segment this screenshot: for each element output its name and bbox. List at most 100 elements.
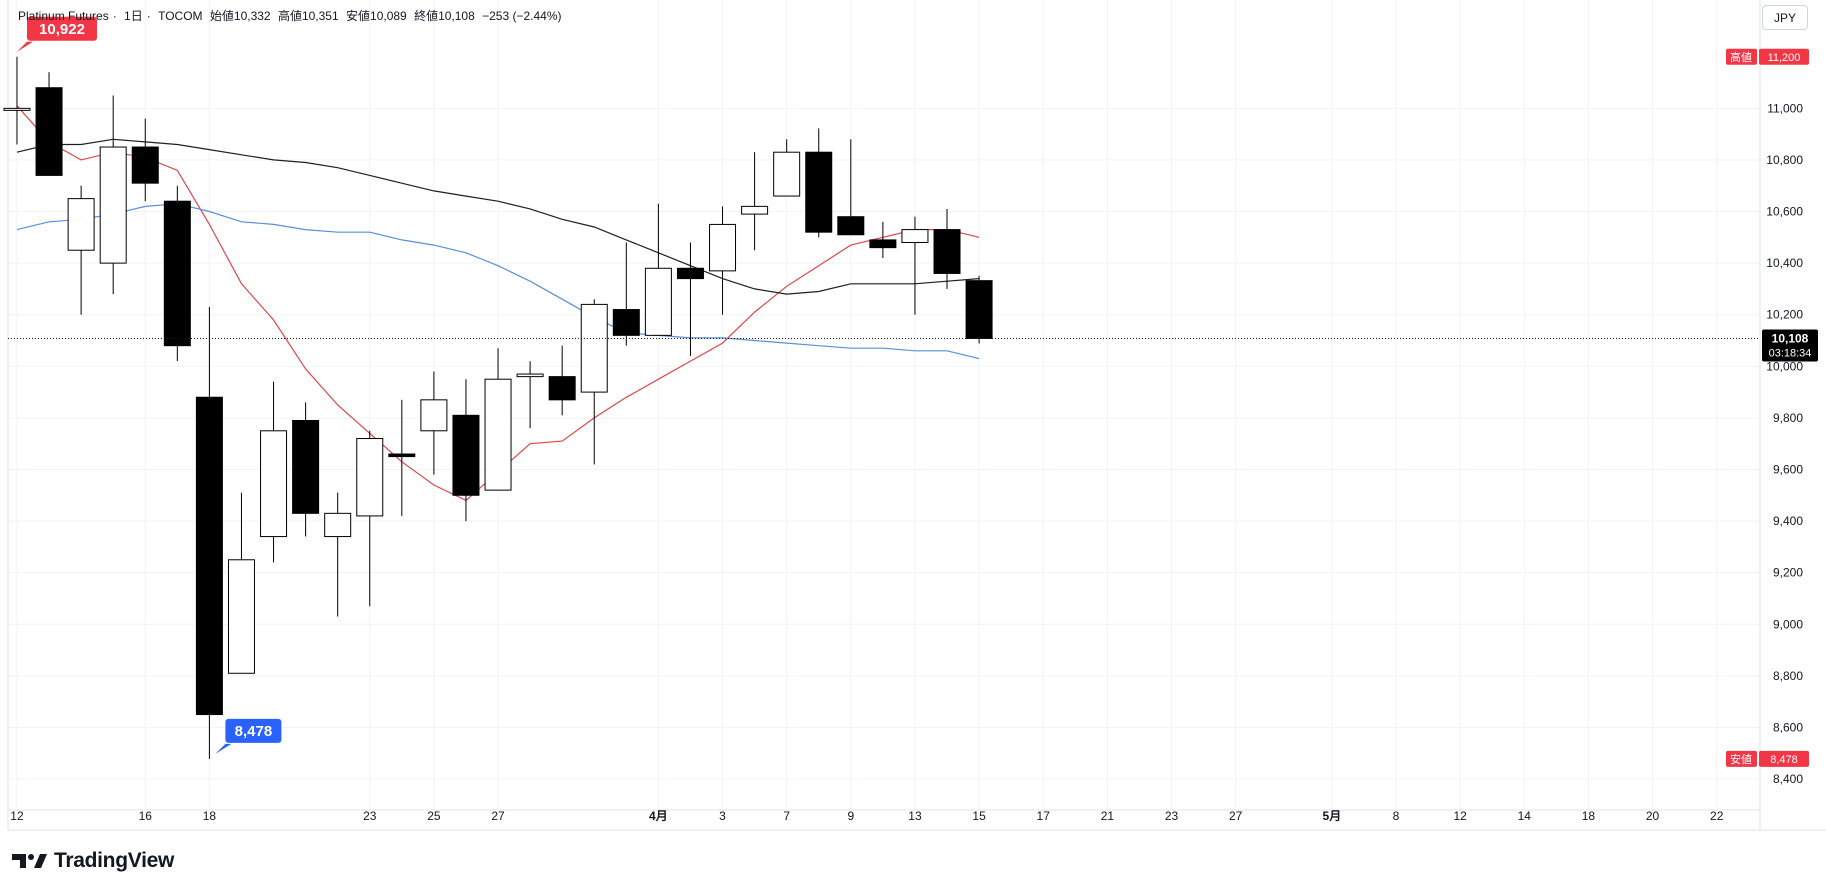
tradingview-logo[interactable]: TradingView: [12, 849, 174, 873]
candle-body: [292, 419, 320, 514]
y-tick-label: 9,200: [1773, 566, 1803, 580]
x-tick-label: 27: [491, 809, 505, 823]
high-axis-tag-label: 高値: [1730, 50, 1752, 64]
candle: [324, 492, 352, 617]
candle: [676, 242, 704, 356]
x-tick-label: 3: [719, 809, 726, 823]
candle-body: [901, 229, 929, 243]
candle-body: [35, 87, 63, 176]
candle: [67, 185, 95, 315]
candle-body: [644, 267, 672, 336]
high-marker-value: 10,922: [39, 21, 85, 38]
candle-body: [3, 107, 31, 111]
x-tick-label: 20: [1646, 809, 1660, 823]
y-tick-label: 10,200: [1766, 308, 1803, 322]
x-tick-label: 25: [427, 809, 441, 823]
candle: [612, 242, 640, 346]
candle: [292, 402, 320, 537]
candle-body: [131, 146, 159, 184]
candle-body: [195, 396, 223, 716]
candle-body: [837, 216, 865, 236]
candle-body: [805, 151, 833, 233]
candle-body: [516, 373, 544, 378]
candle: [163, 185, 191, 362]
high-marker-badge: [26, 16, 97, 41]
high-axis-tag-value-bg: [1759, 48, 1809, 65]
candle-body: [324, 512, 352, 538]
low-axis-tag-value-bg: [1759, 750, 1809, 767]
high-axis-tag-label-bg: [1726, 48, 1757, 65]
x-tick-label: 16: [139, 809, 153, 823]
tradingview-logo-text: TradingView: [54, 849, 175, 872]
candle: [901, 216, 929, 315]
candle: [773, 139, 801, 197]
high-axis-tag-value: 11,200: [1768, 52, 1801, 64]
y-tick-label: 9,400: [1773, 514, 1803, 528]
candle-body: [420, 399, 448, 432]
y-tick-label: 11,000: [1767, 101, 1803, 115]
candle: [484, 348, 512, 491]
x-tick-label: 22: [1710, 809, 1724, 823]
x-tick-label: 4月: [649, 809, 668, 823]
candle: [420, 371, 448, 475]
candle-body: [676, 267, 704, 280]
x-tick-label: 18: [203, 809, 217, 823]
currency-button[interactable]: JPY: [1762, 5, 1808, 30]
moving-average-black: [16, 138, 980, 295]
candle: [260, 381, 288, 563]
x-tick-label: 8: [1393, 809, 1400, 823]
x-tick-label: 7: [783, 809, 790, 823]
candle-body: [548, 376, 576, 401]
x-tick-label: 5月: [1323, 809, 1342, 823]
x-tick-label: 18: [1582, 809, 1596, 823]
x-tick-label: 21: [1101, 809, 1115, 823]
y-tick-label: 10,400: [1766, 256, 1803, 270]
low-axis-tag-value: 8,478: [1770, 754, 1798, 766]
bar-countdown: 03:18:34: [1769, 347, 1812, 359]
interval-label[interactable]: 1日: [124, 9, 143, 23]
high-value: 10,351: [301, 9, 339, 23]
candle-body: [612, 309, 640, 336]
symbol-name[interactable]: Platinum Futures: [18, 9, 109, 23]
candle: [131, 118, 159, 202]
x-tick-label: 12: [10, 809, 24, 823]
y-tick-label: 9,800: [1773, 411, 1803, 425]
candle-body: [773, 151, 801, 197]
candle: [195, 306, 223, 759]
open-label: 始値: [209, 9, 234, 23]
candle-body: [709, 223, 737, 272]
candle: [388, 399, 416, 516]
candle: [837, 139, 865, 236]
candle-body: [965, 280, 993, 339]
y-tick-label: 9,000: [1773, 617, 1803, 631]
x-tick-label: 17: [1037, 809, 1051, 823]
candle-body: [933, 229, 961, 274]
exchange-label: TOCOM: [158, 9, 203, 23]
close-value: 10,108: [438, 9, 475, 23]
candle: [709, 206, 737, 315]
candle: [99, 95, 127, 295]
candle-body: [260, 430, 288, 538]
candle: [35, 72, 63, 176]
x-tick-label: 23: [363, 809, 377, 823]
candle-body: [580, 303, 608, 393]
y-tick-label: 10,600: [1766, 205, 1803, 219]
y-tick-label: 10,800: [1766, 153, 1803, 167]
high-label: 高値: [277, 9, 302, 23]
y-tick-label: 10,000: [1766, 359, 1803, 373]
candle-body: [163, 200, 191, 347]
x-tick-label: 15: [972, 809, 986, 823]
candle-body: [356, 438, 384, 517]
candle-body: [452, 414, 480, 496]
y-tick-label: 8,600: [1773, 720, 1803, 734]
low-marker-badge: [225, 718, 282, 743]
candle-body: [869, 239, 897, 249]
low-label: 安値: [346, 9, 371, 23]
candle: [741, 152, 769, 251]
candle: [805, 128, 833, 238]
x-tick-label: 23: [1165, 809, 1179, 823]
candle: [452, 379, 480, 522]
candle: [3, 56, 31, 145]
last-price-value: 10,108: [1772, 331, 1809, 345]
